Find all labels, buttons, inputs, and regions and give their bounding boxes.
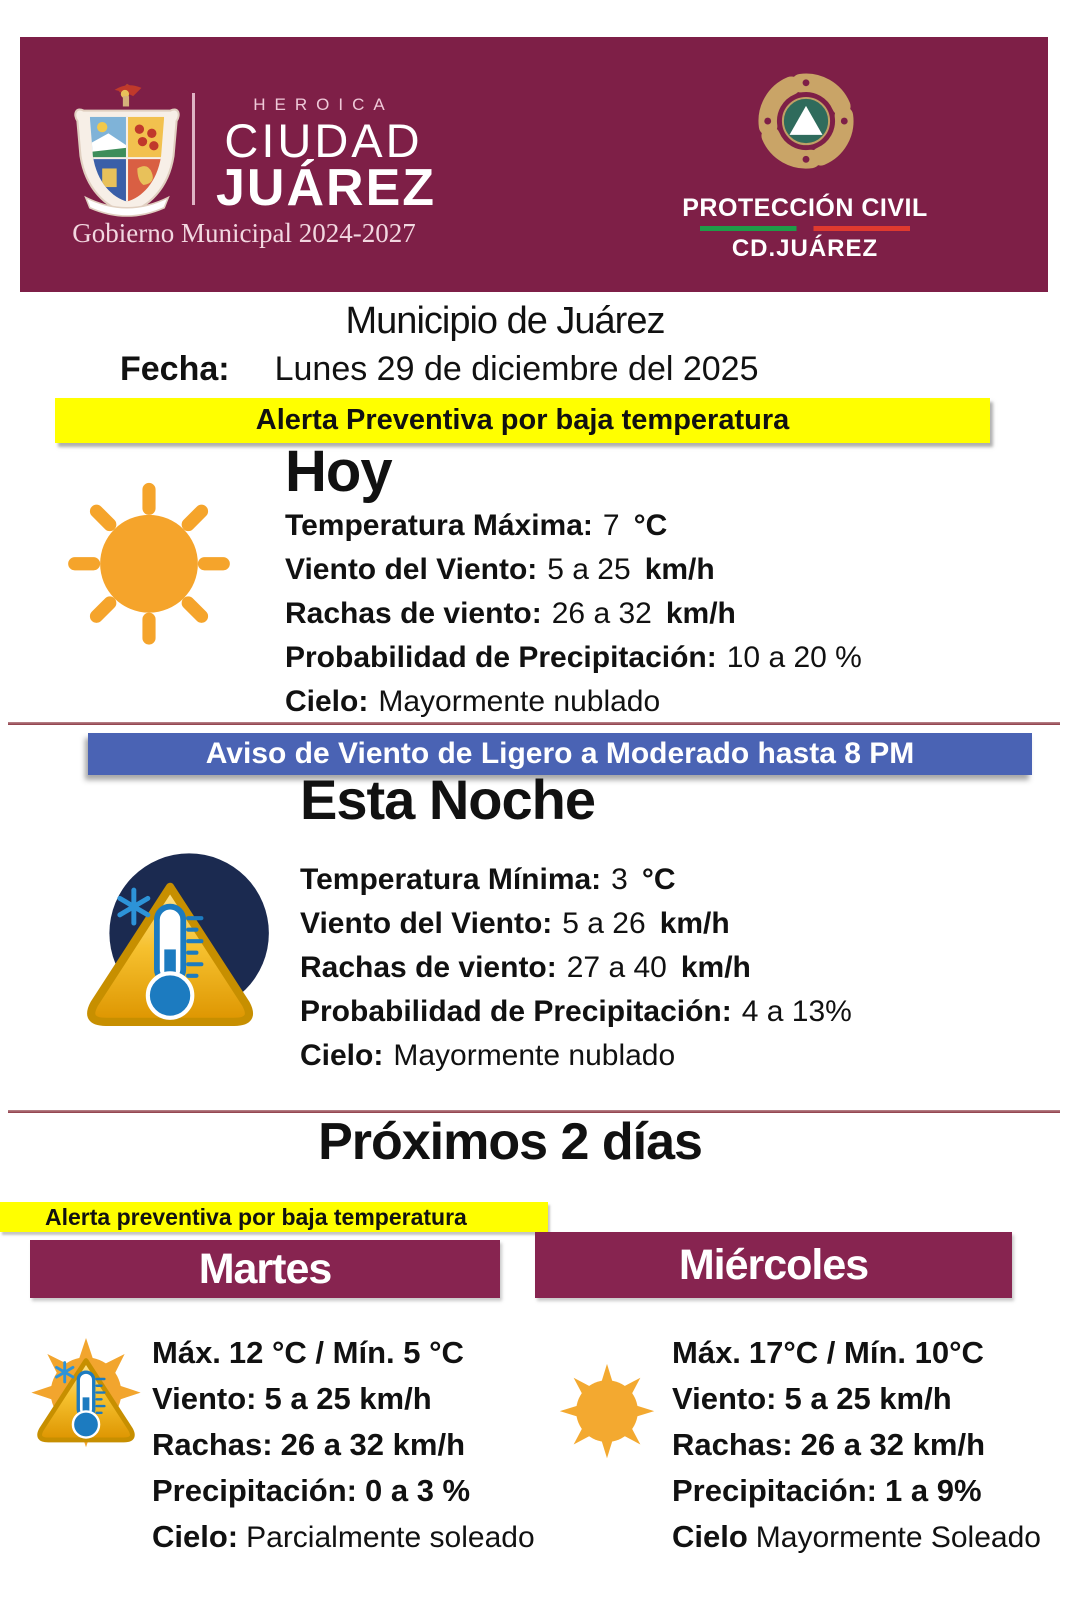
martes-forecast-lines: Máx. 12 °C / Mín. 5 °C Viento: 5 a 25 km/h… [152, 1330, 535, 1560]
viento-line: Viento: 5 a 25 km/h [672, 1381, 952, 1416]
juarez-label: JUÁREZ [216, 159, 437, 217]
today-forecast-lines: Temperatura Máxima: 7 °C Viento del Viento… [285, 504, 862, 724]
date-row: Fecha: Lunes 29 de diciembre del 2025 [120, 350, 759, 389]
cielo-line: Cielo: Parcialmente soleado [152, 1519, 535, 1554]
temperatura-minima-line: Temperatura Mínima: 3 °C [300, 863, 676, 896]
header-divider [192, 93, 195, 205]
today-heading: Hoy [285, 439, 393, 504]
mexico-flag-line [700, 226, 910, 231]
miercoles-forecast-lines: Máx. 17°C / Mín. 10°C Viento: 5 a 25 km/h … [672, 1330, 1041, 1560]
viento-line: Viento del Viento: 5 a 26 km/h [300, 907, 730, 940]
yellow-alert-banner: Alerta Preventiva por baja temperatura [55, 398, 990, 443]
cielo-line: Cielo: Mayormente nublado [285, 685, 661, 718]
precipitacion-line: Precipitación: 0 a 3 % [152, 1473, 471, 1508]
tonight-heading: Esta Noche [300, 768, 596, 831]
viento-line: Viento: 5 a 25 km/h [152, 1381, 432, 1416]
juarez-coat-of-arms-icon [74, 83, 180, 217]
gobierno-municipal-label: Gobierno Municipal 2024-2027 [72, 218, 416, 248]
sun-icon [559, 1363, 655, 1459]
header-banner: HEROICA CIUDAD JUÁREZ Gobierno Municipal… [20, 37, 1048, 292]
page-title: Municipio de Juárez [345, 300, 666, 342]
cold-sun-alert-icon [31, 1337, 141, 1448]
rachas-line: Rachas de viento: 26 a 32 km/h [285, 597, 736, 630]
precipitacion-line: Probabilidad de Precipitación: 10 a 20 % [285, 641, 862, 674]
day-header-miercoles: Miércoles [535, 1232, 1012, 1298]
rachas-line: Rachas: 26 a 32 km/h [672, 1427, 986, 1462]
rachas-line: Rachas: 26 a 32 km/h [152, 1427, 466, 1462]
heroica-label: HEROICA [253, 95, 394, 114]
section-divider [8, 722, 1060, 725]
ciudad-label: CIUDAD [224, 114, 423, 167]
rachas-line: Rachas de viento: 27 a 40 km/h [300, 951, 751, 984]
next-days-heading: Próximos 2 días [318, 1113, 703, 1171]
cold-alert-thermometer-icon [58, 853, 269, 1051]
tonight-forecast-lines: Temperatura Mínima: 3 °C Viento del Viento… [300, 858, 852, 1078]
proteccion-civil-emblem-icon [758, 73, 854, 169]
cielo-line: Cielo Mayormente Soleado [672, 1519, 1041, 1554]
viento-line: Viento del Viento: 5 a 25 km/h [285, 553, 715, 586]
cielo-line: Cielo: Mayormente nublado [300, 1039, 676, 1072]
temperatura-maxima-line: Temperatura Máxima: 7 °C [285, 509, 668, 542]
fecha-value: Lunes 29 de diciembre del 2025 [274, 350, 759, 388]
yellow-alert-strip: Alerta preventiva por baja temperatura [0, 1202, 548, 1232]
temp-line: Máx. 17°C / Mín. 10°C [672, 1335, 984, 1370]
proteccion-civil-label: PROTECCIÓN CIVIL [682, 194, 928, 222]
day-header-martes: Martes [30, 1240, 500, 1298]
blue-wind-advisory-banner: Aviso de Viento de Ligero a Moderado has… [88, 733, 1032, 775]
precipitacion-line: Probabilidad de Precipitación: 4 a 13% [300, 995, 852, 1028]
temp-line: Máx. 12 °C / Mín. 5 °C [152, 1335, 464, 1370]
section-divider [8, 1110, 1060, 1113]
precipitacion-line: Precipitación: 1 a 9% [672, 1473, 982, 1508]
cd-juarez-label: CD.JUÁREZ [731, 235, 879, 262]
fecha-label: Fecha: [120, 350, 230, 388]
sun-icon [68, 482, 230, 645]
